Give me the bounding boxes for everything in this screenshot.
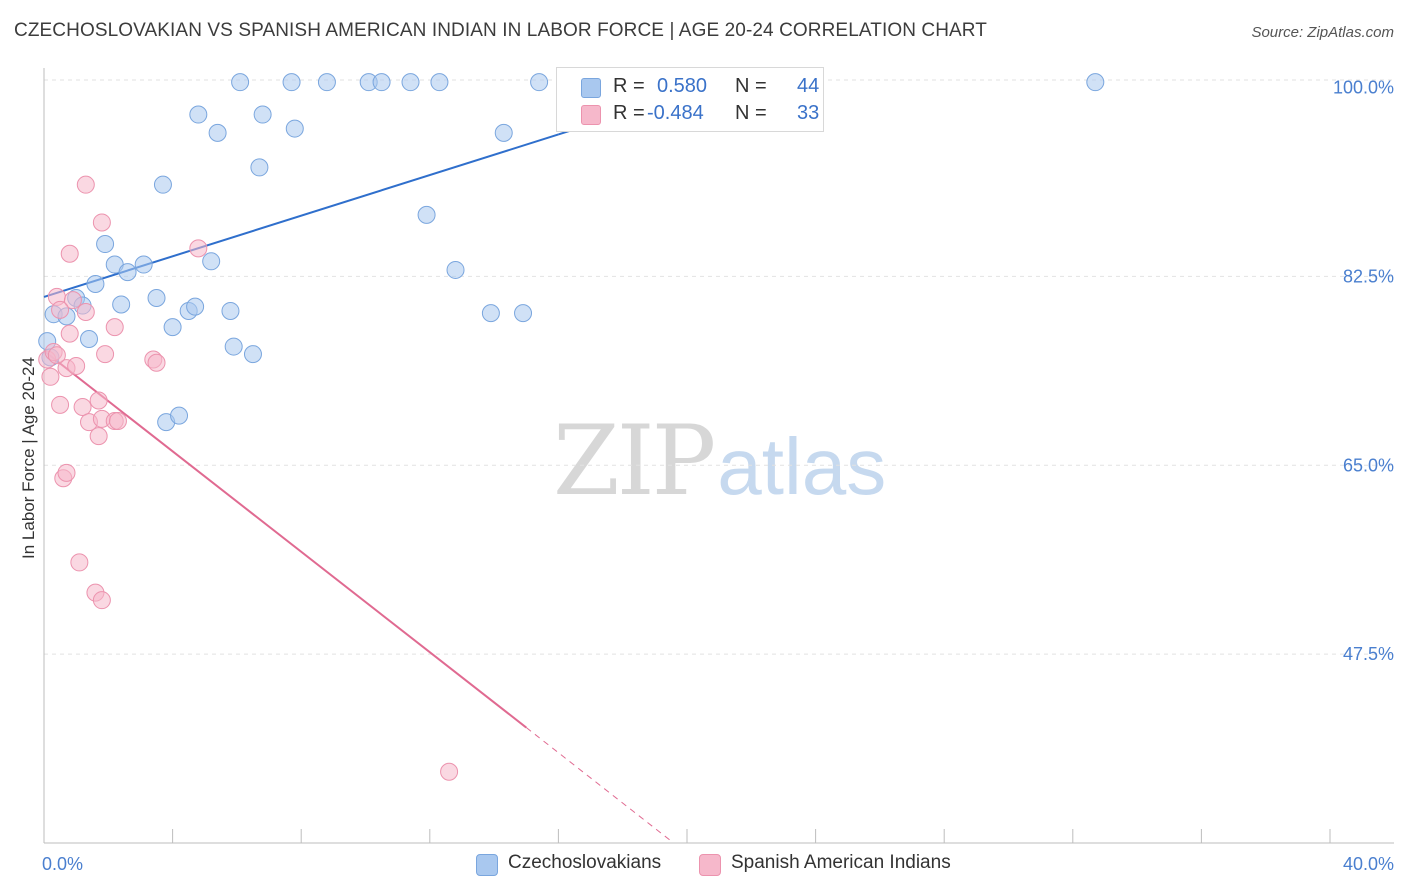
spanish-point [73, 398, 92, 416]
czech-point [481, 304, 500, 323]
legend-swatch-spanish [581, 105, 601, 125]
spanish-trend-line [43, 350, 527, 729]
y-axis-label: In Labor Force | Age 20-24 [19, 357, 38, 559]
chart-title: CZECHOSLOVAKIAN VS SPANISH AMERICAN INDI… [14, 20, 987, 41]
czech-point [243, 345, 262, 364]
legend-r-label: R = [613, 102, 645, 124]
x-tick-label: 0.0% [42, 854, 83, 874]
czech-point [112, 295, 131, 314]
czech-point [118, 263, 137, 282]
y-tick-label: 100.0% [1333, 78, 1394, 98]
data-points [38, 73, 1105, 781]
czech-point [285, 119, 304, 138]
spanish-point [105, 318, 124, 337]
watermark: ZIPatlas [553, 405, 886, 517]
czech-point [80, 330, 99, 349]
czech-point [317, 73, 336, 92]
czech-point [282, 73, 301, 92]
bottom-legend-label-czech: Czechoslovakians [508, 852, 662, 873]
watermark-atlas: atlas [717, 422, 887, 511]
czech-point [202, 252, 221, 271]
spanish-trend-extension [525, 727, 672, 842]
spanish-point [440, 762, 459, 781]
czech-point [250, 158, 269, 177]
czech-point [231, 73, 250, 92]
bottom-legend-label-spanish: Spanish American Indians [731, 852, 951, 873]
czech-point [147, 289, 166, 307]
spanish-point [92, 591, 111, 610]
spanish-point [96, 345, 115, 364]
czech-point [401, 73, 420, 92]
legend-swatch-czech [581, 78, 601, 98]
bottom-legend-swatch-czech [476, 854, 498, 876]
spanish-point [67, 356, 86, 375]
czech-point [514, 304, 533, 323]
czech-point [96, 235, 115, 254]
czech-point [224, 337, 243, 356]
legend-n-label: N = [735, 75, 767, 97]
spanish-point [76, 175, 95, 194]
spanish-point [92, 213, 111, 232]
legend-r-value: -0.484 [647, 102, 704, 124]
czech-point [494, 123, 513, 142]
czech-point [221, 301, 240, 320]
legend-n-value: 44 [797, 75, 820, 97]
spanish-point [147, 353, 166, 372]
spanish-point [60, 324, 79, 343]
spanish-point [70, 553, 89, 572]
czech-point [163, 318, 182, 337]
chart-source: Source: ZipAtlas.com [1251, 24, 1394, 41]
y-tick-label: 47.5% [1343, 644, 1394, 664]
spanish-point [60, 244, 79, 263]
czech-point [153, 175, 172, 194]
spanish-point [108, 412, 127, 431]
spanish-point [89, 427, 108, 446]
x-tick-label: 40.0% [1343, 854, 1394, 874]
bottom-legend-swatch-spanish [699, 854, 721, 876]
czech-point [372, 73, 391, 92]
legend-r-label: R = [613, 75, 645, 97]
czech-point [86, 274, 105, 293]
legend-r-value: 0.580 [657, 75, 708, 97]
correlation-legend: R = 0.580 N = 44 R = -0.484 N = 33 [556, 67, 824, 132]
spanish-point [63, 291, 82, 310]
spanish-point [47, 346, 66, 365]
spanish-point [89, 391, 108, 410]
czech-point [1086, 73, 1105, 92]
watermark-zip: ZIP [553, 405, 716, 517]
czech-point [186, 297, 205, 316]
czech-point [417, 205, 436, 224]
legend-n-label: N = [735, 102, 767, 124]
spanish-point [51, 300, 70, 319]
tick-labels: 100.0% 82.5% 65.0% 47.5% 0.0% 40.0% [42, 78, 1394, 874]
czech-point [170, 406, 189, 425]
y-tick-label: 82.5% [1343, 266, 1394, 286]
spanish-point [41, 367, 60, 386]
czech-point [189, 105, 208, 124]
czech-point [446, 260, 465, 279]
trend-lines [43, 72, 752, 842]
czech-point [208, 123, 227, 142]
czech-point [530, 73, 549, 92]
czech-point [430, 73, 449, 92]
spanish-point [57, 463, 76, 482]
spanish-point [189, 239, 208, 258]
czech-point [253, 105, 272, 124]
spanish-point [76, 303, 95, 322]
legend-n-value: 33 [797, 102, 820, 124]
spanish-point [51, 395, 70, 414]
axes [43, 68, 1394, 844]
y-tick-label: 65.0% [1343, 455, 1394, 475]
czech-point [134, 255, 153, 274]
grid-lines [44, 79, 1394, 655]
